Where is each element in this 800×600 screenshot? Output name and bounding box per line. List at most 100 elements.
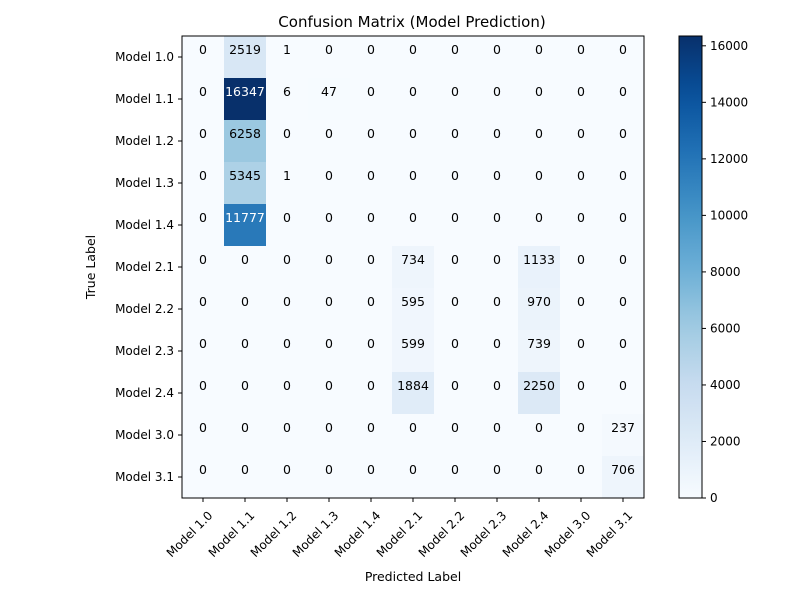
heatmap-cell	[224, 78, 267, 121]
heatmap-cell	[350, 372, 393, 415]
colorbar-frame	[678, 35, 703, 499]
cell-value-label: 0	[199, 210, 207, 225]
cell-value-label: 0	[493, 420, 501, 435]
cell-value-label: 6258	[229, 126, 261, 141]
heatmap-cell	[392, 330, 435, 373]
cell-value-label: 0	[199, 252, 207, 267]
cell-value-label: 0	[535, 210, 543, 225]
colorbar-tick-label: 12000	[710, 152, 748, 166]
heatmap-cell	[308, 204, 351, 247]
cell-value-label: 2250	[523, 378, 555, 393]
heatmap-cell	[434, 162, 477, 205]
heatmap-cell	[434, 36, 477, 79]
cell-value-label: 0	[325, 462, 333, 477]
cell-value-label: 0	[451, 378, 459, 393]
cell-value-label: 734	[401, 252, 425, 267]
heatmap-cell	[476, 288, 519, 331]
heatmap-cell	[602, 246, 645, 289]
cell-value-label: 0	[493, 210, 501, 225]
cell-value-label: 0	[199, 420, 207, 435]
cell-value-label: 0	[325, 336, 333, 351]
cell-value-label: 1	[283, 42, 291, 57]
heatmap-cell	[518, 288, 561, 331]
heatmap-cell	[392, 288, 435, 331]
cell-value-label: 0	[619, 378, 627, 393]
cell-value-label: 0	[451, 168, 459, 183]
cell-value-label: 0	[619, 126, 627, 141]
cell-value-label: 0	[241, 462, 249, 477]
cell-value-label: 0	[493, 378, 501, 393]
heatmap-cell	[224, 162, 267, 205]
x-axis-title: Predicted Label	[365, 569, 461, 584]
heatmap-cell	[182, 78, 225, 121]
y-tick-label: Model 3.0	[115, 428, 174, 442]
cell-value-label: 0	[451, 462, 459, 477]
cell-value-label: 0	[577, 252, 585, 267]
heatmap-cell	[476, 456, 519, 499]
cell-value-label: 0	[283, 210, 291, 225]
heatmap-cell	[224, 36, 267, 79]
heatmap-cell	[518, 372, 561, 415]
cell-value-label: 0	[409, 168, 417, 183]
heatmap-cell	[434, 78, 477, 121]
cell-value-label: 1	[283, 168, 291, 183]
heatmap-cell	[434, 372, 477, 415]
heatmap-cell	[392, 162, 435, 205]
heatmap-cell	[518, 36, 561, 79]
heatmap-cell	[266, 36, 309, 79]
heatmap-cell	[560, 456, 603, 499]
cell-value-label: 0	[199, 462, 207, 477]
cell-value-label: 0	[367, 378, 375, 393]
heatmap-cell	[308, 372, 351, 415]
heatmap-cell	[224, 288, 267, 331]
cell-value-label: 595	[401, 294, 425, 309]
cell-value-label: 0	[493, 168, 501, 183]
heatmap-cell	[392, 372, 435, 415]
cell-value-label: 237	[611, 420, 635, 435]
heatmap-cell	[560, 36, 603, 79]
heatmap-cell	[350, 414, 393, 457]
heatmap-cell	[182, 456, 225, 499]
cell-value-label: 0	[493, 462, 501, 477]
cell-value-label: 0	[325, 210, 333, 225]
heatmap-cell	[518, 456, 561, 499]
cell-value-label: 0	[619, 210, 627, 225]
heatmap-cell	[350, 204, 393, 247]
y-tick-label: Model 2.1	[115, 260, 174, 274]
heatmap-cell	[602, 36, 645, 79]
cell-value-label: 0	[493, 294, 501, 309]
heatmap-cell	[560, 330, 603, 373]
heatmap-cell	[182, 120, 225, 163]
cell-value-label: 0	[283, 462, 291, 477]
cell-value-label: 0	[283, 126, 291, 141]
heatmap-cell	[182, 204, 225, 247]
cell-value-label: 739	[527, 336, 551, 351]
cell-value-label: 0	[409, 126, 417, 141]
heatmap-cell	[224, 456, 267, 499]
cell-value-label: 0	[535, 42, 543, 57]
cell-value-label: 16347	[225, 84, 265, 99]
cell-value-label: 0	[409, 462, 417, 477]
cell-value-label: 0	[493, 84, 501, 99]
heatmap-cell	[434, 120, 477, 163]
cell-value-label: 0	[493, 126, 501, 141]
cell-value-label: 0	[619, 168, 627, 183]
cell-value-label: 0	[577, 420, 585, 435]
heatmap-cell	[476, 414, 519, 457]
cell-value-label: 0	[367, 42, 375, 57]
heatmap-cell	[224, 204, 267, 247]
heatmap-cell	[350, 162, 393, 205]
y-axis-title: True Label	[83, 235, 98, 300]
y-tick-label: Model 1.1	[115, 92, 174, 106]
heatmap-cell	[224, 372, 267, 415]
heatmap-cell	[602, 288, 645, 331]
cell-value-label: 0	[451, 126, 459, 141]
heatmap-cell	[476, 204, 519, 247]
heatmap-cell	[308, 330, 351, 373]
heatmap-cell	[560, 162, 603, 205]
cell-value-label: 0	[199, 378, 207, 393]
cell-value-label: 0	[367, 420, 375, 435]
heatmap-cell	[308, 288, 351, 331]
heatmap-cell	[518, 120, 561, 163]
